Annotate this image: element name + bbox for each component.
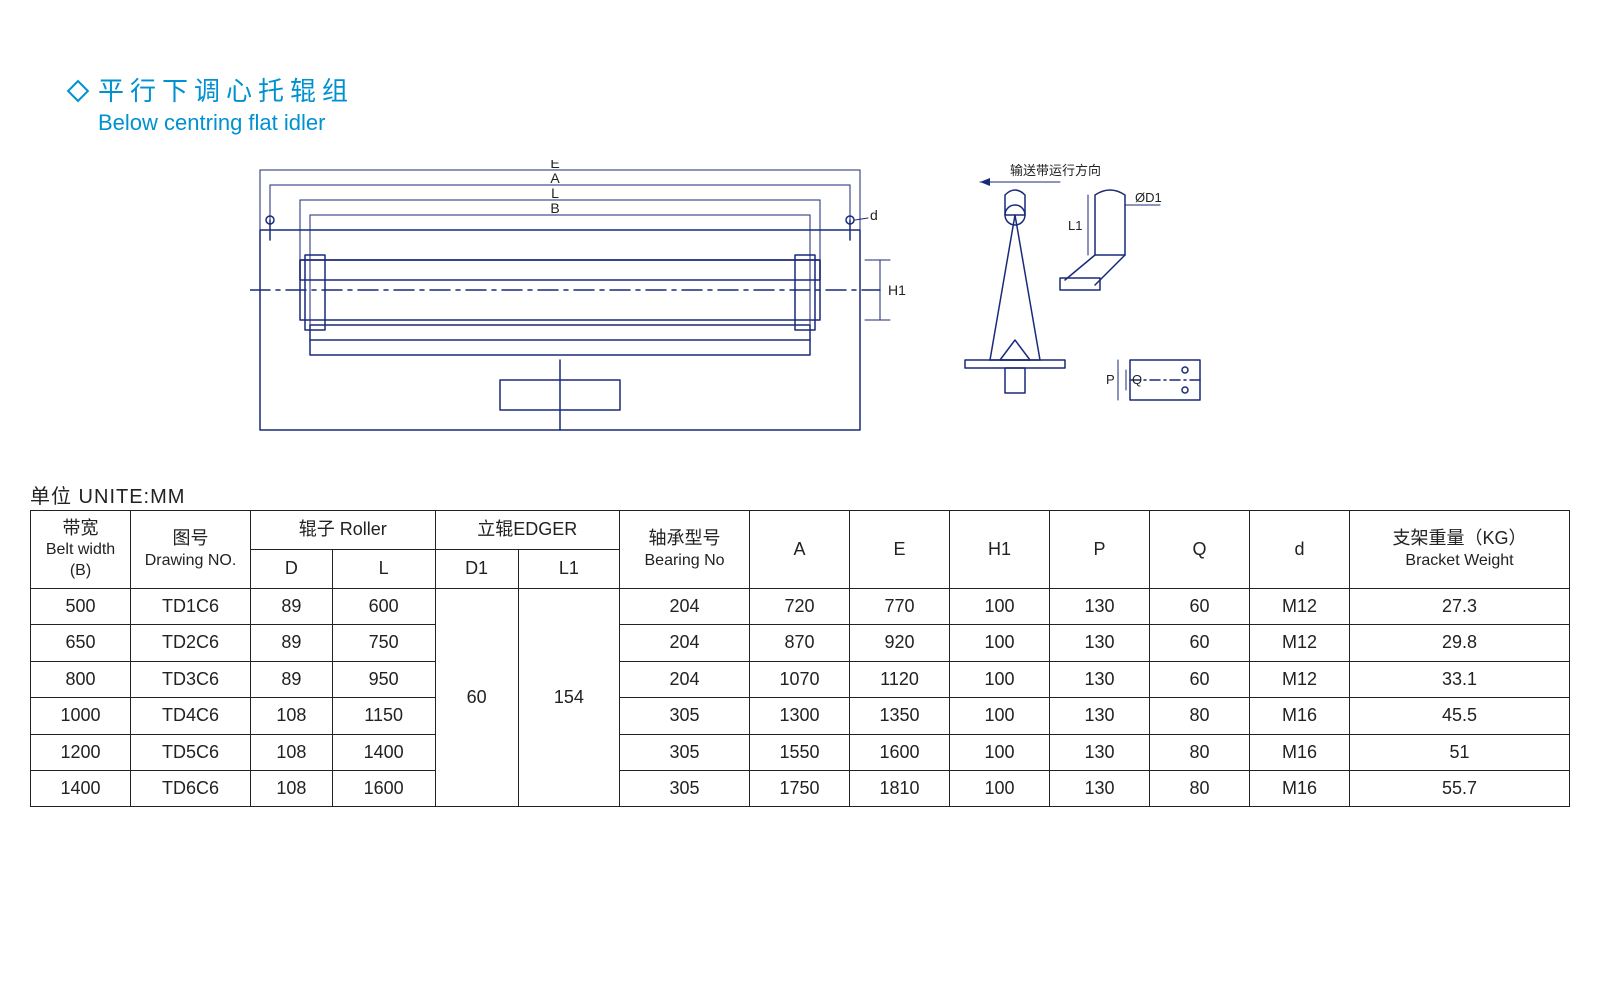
hdr-drawing-en: Drawing NO. <box>135 551 246 572</box>
hdr-bearing-en: Bearing No <box>624 551 745 572</box>
hdr-d: d <box>1250 511 1350 589</box>
table-row: 1200TD5C610814003051550160010013080M1651 <box>31 734 1570 770</box>
title-cn: 平行下调心托辊组 <box>98 75 354 109</box>
hdr-bearing-cn: 轴承型号 <box>649 528 721 548</box>
hdr-edger-L1: L1 <box>518 549 619 588</box>
svg-text:H1: H1 <box>888 282 906 298</box>
table-row: 650TD2C68975020487092010013060M1229.8 <box>31 625 1570 661</box>
hdr-belt-width-cn: 带宽 <box>63 518 99 538</box>
hdr-roller-L: L <box>332 549 435 588</box>
hdr-edger: 立辊EDGER <box>435 511 620 550</box>
hdr-H1: H1 <box>950 511 1050 589</box>
spec-table: 带宽 Belt width (B) 图号 Drawing NO. 辊子 Roll… <box>30 510 1570 807</box>
diamond-icon <box>67 80 90 103</box>
svg-text:ØD1: ØD1 <box>1135 190 1162 205</box>
unit-label: 单位 UNITE:MM <box>30 480 185 509</box>
hdr-drawing-cn: 图号 <box>173 528 209 548</box>
svg-text:Q: Q <box>1132 372 1142 387</box>
title-en: Below centring flat idler <box>98 109 354 138</box>
hdr-belt-width-en: Belt width <box>35 540 126 561</box>
table-row: 500TD1C6896006015420472077010013060M1227… <box>31 588 1570 624</box>
hdr-E: E <box>850 511 950 589</box>
svg-text:L1: L1 <box>1068 218 1082 233</box>
hdr-roller-D: D <box>251 549 333 588</box>
table-body: 500TD1C6896006015420472077010013060M1227… <box>31 588 1570 806</box>
title-block: 平行下调心托辊组 Below centring flat idler <box>70 75 354 137</box>
hdr-Q: Q <box>1150 511 1250 589</box>
svg-text:P: P <box>1106 372 1115 387</box>
table-row: 800TD3C6899502041070112010013060M1233.1 <box>31 661 1570 697</box>
svg-text:L: L <box>551 185 559 201</box>
svg-text:B: B <box>550 200 559 216</box>
engineering-diagram: E A L B d H1 输送带运行方向 <box>250 160 1400 460</box>
hdr-edger-D1: D1 <box>435 549 518 588</box>
table-row: 1400TD6C610816003051750181010013080M1655… <box>31 770 1570 806</box>
hdr-belt-width-b: (B) <box>35 561 126 582</box>
hdr-bracket-en: Bracket Weight <box>1354 551 1565 572</box>
hdr-A: A <box>750 511 850 589</box>
hdr-P: P <box>1050 511 1150 589</box>
svg-text:A: A <box>550 170 560 186</box>
svg-text:输送带运行方向: 输送带运行方向 <box>1010 163 1101 178</box>
table-row: 1000TD4C610811503051300135010013080M1645… <box>31 698 1570 734</box>
svg-text:d: d <box>870 207 878 223</box>
hdr-bracket-cn: 支架重量（KG） <box>1393 528 1527 548</box>
hdr-roller: 辊子 Roller <box>251 511 436 550</box>
